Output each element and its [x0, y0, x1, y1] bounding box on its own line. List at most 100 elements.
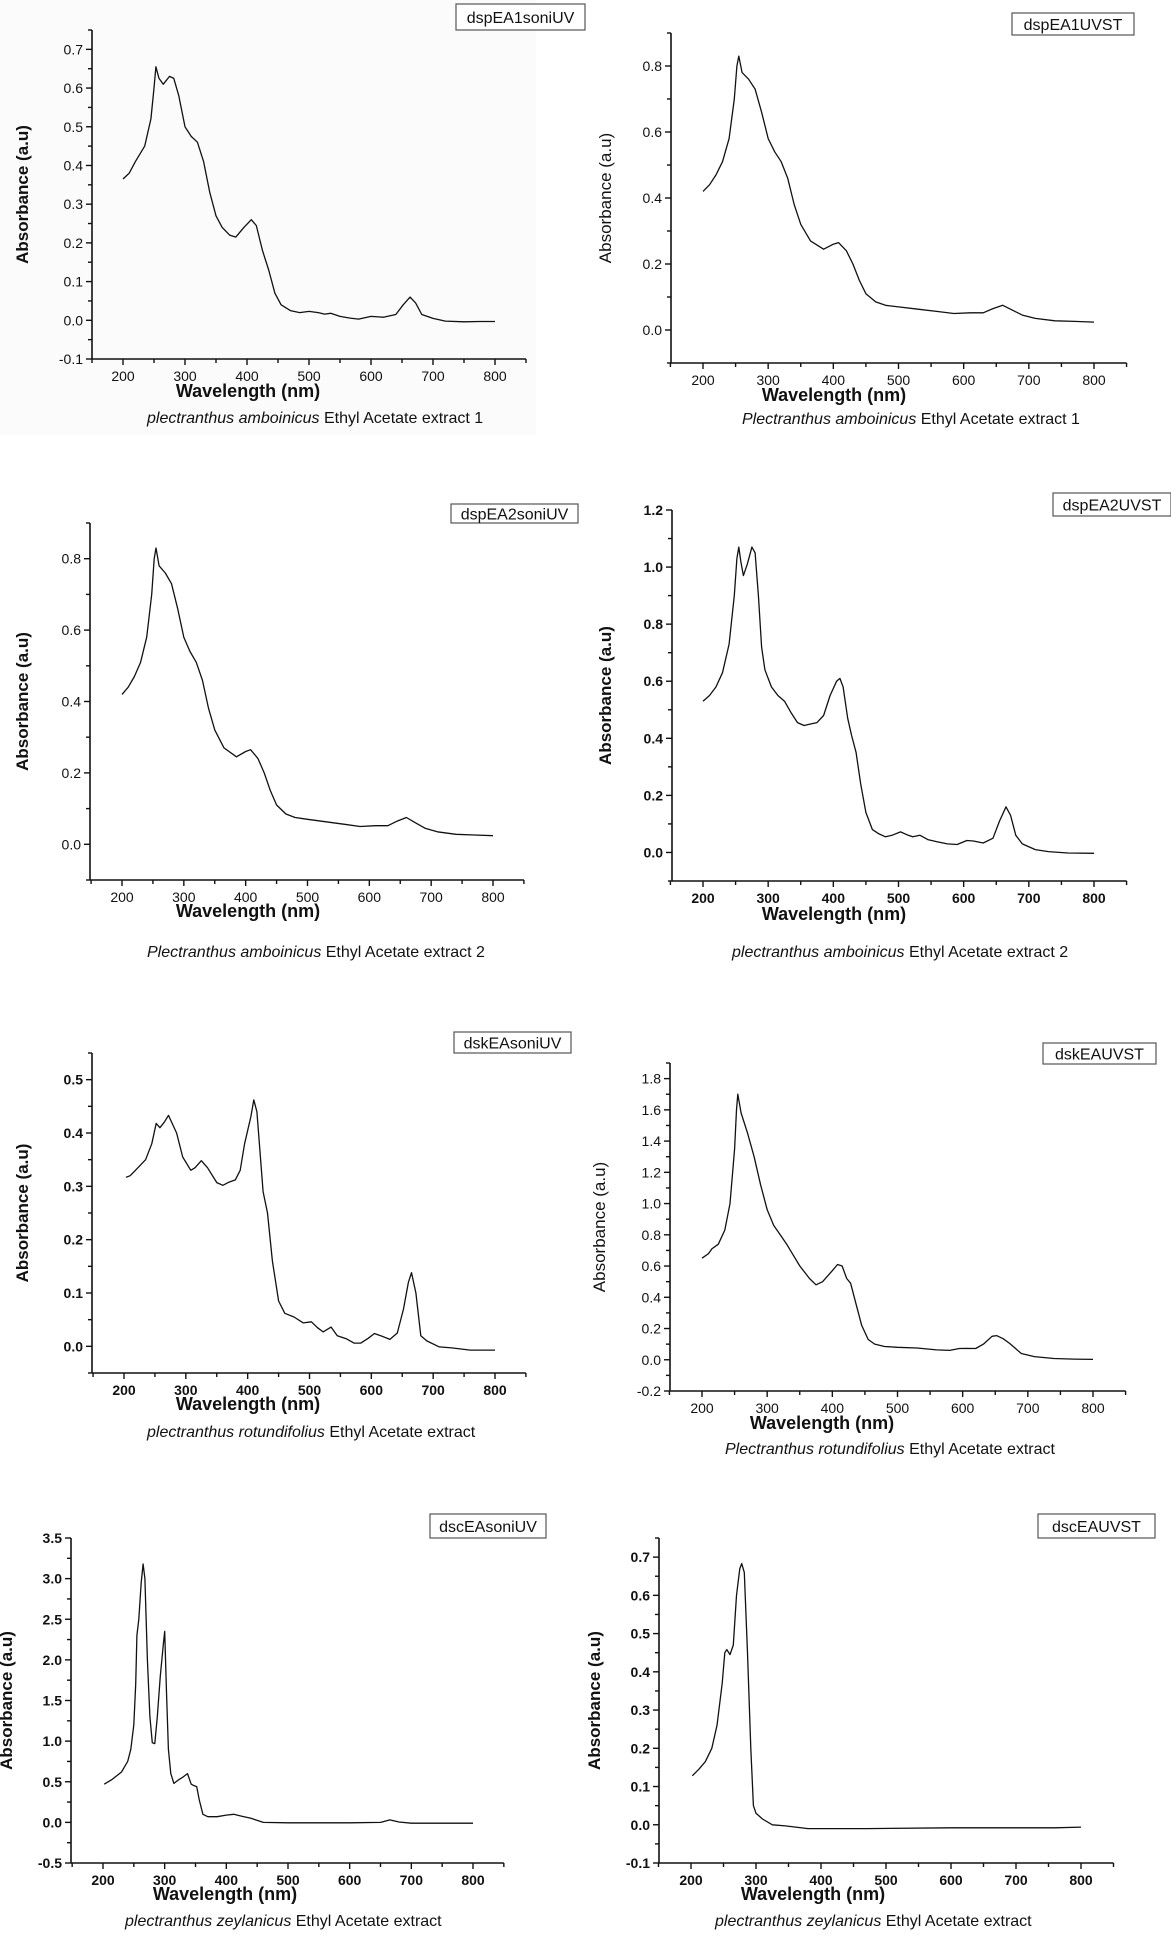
y-tick-label: 0.6	[643, 124, 663, 140]
spectrum-line-dskEAUVST	[701, 1093, 1094, 1361]
chart-panel-dscEAsoniUV: 200 300 400 500 600 700 800 -0.5 0.0 0.5 1.0 1.5 2.0…	[0, 1513, 547, 1930]
x-tick-label: 500	[887, 372, 911, 388]
panel-caption: Plectranthus rotundifolius Ethyl Acetate…	[725, 1441, 1056, 1458]
x-tick-label: 800	[483, 368, 507, 384]
y-axis-label: Absorbance (a.u)	[585, 1631, 604, 1770]
sample-tag-label: dscEAsoniUV	[439, 1519, 537, 1536]
y-axis-label: Absorbance (a.u)	[0, 1631, 16, 1770]
x-tick-label: 800	[483, 1382, 507, 1398]
y-tick-label: 0.4	[631, 1664, 651, 1680]
panel-background	[0, 0, 536, 435]
y-tick-label: 0.4	[64, 157, 84, 173]
x-tick-label: 200	[111, 368, 135, 384]
x-tick-label: 800	[1082, 372, 1106, 388]
x-tick-label: 600	[360, 1382, 384, 1398]
y-tick-label: 0.5	[64, 1072, 84, 1088]
y-tick-label: 0.8	[62, 551, 82, 567]
chart-panel-dskEAUVST: 200 300 400 500 600 700 800 -0.2 0.0 0.2 0.4 0.6 0.8…	[590, 1042, 1157, 1458]
chart-panel-dspEA2soniUV: 200 300 400 500 600 700 800 0.0 0.2 0.4 0.6 0.8 Wave…	[13, 503, 579, 961]
y-tick-label: 0.2	[64, 1232, 84, 1248]
y-tick-label: 0.4	[62, 694, 82, 710]
x-tick-label: 400	[822, 890, 846, 906]
caption-extract: Ethyl Acetate extract 1	[916, 411, 1080, 428]
sample-tag-box	[429, 1513, 547, 1539]
spectrum-line-dscEAUVST	[691, 1562, 1082, 1830]
x-tick-label: 700	[1017, 372, 1041, 388]
chart-panel-dspEA2UVST: 200 300 400 500 600 700 800 0.0 0.2 0.4 0.6 0.8 1.0 1…	[596, 492, 1171, 961]
y-axis-label: Absorbance (a.u)	[590, 1162, 609, 1292]
x-tick-label: 300	[755, 1400, 779, 1416]
sample-tag-label: dspEA1UVST	[1024, 17, 1123, 34]
sample-tag-box	[1011, 12, 1135, 36]
y-axis-label: Absorbance (a.u)	[13, 1144, 32, 1283]
x-tick-label: 700	[1016, 1400, 1040, 1416]
sample-tag-label: dspEA1soniUV	[467, 10, 575, 27]
y-tick-label: 0.2	[642, 1321, 662, 1337]
y-tick-label: 1.8	[642, 1071, 662, 1087]
y-axis-label: Absorbance (a.u)	[13, 125, 32, 264]
x-tick-label: 700	[419, 889, 443, 905]
x-tick-label: 600	[952, 890, 976, 906]
y-tick-label: 0.5	[64, 119, 84, 135]
x-tick-label: 800	[461, 1872, 485, 1888]
x-tick-label: 300	[174, 1382, 198, 1398]
panel-caption: Plectranthus amboinicus Ethyl Acetate ex…	[147, 944, 485, 961]
sample-tag-label: dscEAUVST	[1052, 1519, 1141, 1536]
chart-panel-dspEA1soniUV: 200 300 400 500 600 700 800 -0.1 0.0 0.1 0.2 0.3 0.4…	[0, 0, 586, 435]
y-tick-label: 1.2	[642, 1164, 662, 1180]
y-tick-label: 0.0	[631, 1817, 651, 1833]
panel-caption: Plectranthus amboinicus Ethyl Acetate ex…	[742, 411, 1080, 428]
y-tick-label: 0.1	[64, 274, 84, 290]
x-tick-label: 700	[400, 1872, 424, 1888]
y-tick-label: 0.4	[643, 190, 663, 206]
y-tick-label: 0.3	[631, 1702, 651, 1718]
caption-species: plectranthus rotundifolius	[146, 1424, 325, 1441]
spectrum-line-dspEA1UVST	[702, 55, 1095, 323]
x-tick-label: 500	[297, 368, 321, 384]
x-tick-label: 600	[338, 1872, 362, 1888]
x-tick-label: 200	[112, 1382, 136, 1398]
caption-extract: Ethyl Acetate extract	[325, 1424, 476, 1441]
y-tick-label: 0.7	[64, 41, 84, 57]
y-tick-label: 0.2	[62, 765, 82, 781]
x-tick-label: 500	[298, 1382, 322, 1398]
x-tick-label: 700	[1017, 890, 1041, 906]
sample-tag-label: dspEA2UVST	[1063, 498, 1162, 515]
y-tick-label: 0.2	[644, 787, 664, 803]
x-axis-label: Wavelength (nm)	[762, 904, 906, 924]
caption-extract: Ethyl Acetate extract	[291, 1913, 442, 1930]
sample-tag-label: dskEAsoniUV	[464, 1036, 562, 1053]
x-tick-label: 800	[1082, 890, 1106, 906]
y-tick-label: 0.0	[643, 322, 663, 338]
x-tick-label: 400	[215, 1872, 239, 1888]
x-axis-label: Wavelength (nm)	[762, 385, 906, 405]
y-tick-label: -0.5	[38, 1855, 62, 1871]
y-axis-label: Absorbance (a.u)	[596, 133, 615, 263]
x-tick-label: 800	[481, 889, 505, 905]
x-tick-label: 300	[756, 890, 780, 906]
x-tick-label: 400	[234, 889, 258, 905]
x-tick-label: 600	[939, 1872, 963, 1888]
caption-species: plectranthus amboinicus	[731, 944, 905, 961]
x-tick-label: 400	[236, 1382, 260, 1398]
x-tick-label: 500	[886, 1400, 910, 1416]
x-tick-label: 800	[1069, 1872, 1093, 1888]
y-tick-label: 0.7	[631, 1549, 651, 1565]
x-tick-label: 200	[110, 889, 134, 905]
panel-caption: plectranthus zeylanicus Ethyl Acetate ex…	[124, 1913, 442, 1930]
y-tick-label: 0.8	[643, 58, 663, 74]
x-tick-label: 600	[358, 889, 382, 905]
y-tick-label: 0.8	[642, 1227, 662, 1243]
y-tick-label: -0.1	[59, 351, 83, 367]
y-tick-label: 0.6	[644, 673, 664, 689]
y-tick-label: 0.0	[642, 1352, 662, 1368]
y-tick-label: -0.1	[626, 1855, 650, 1871]
y-tick-label: 0.0	[62, 836, 82, 852]
x-tick-label: 200	[679, 1872, 703, 1888]
chart-panel-dskEAsoniUV: 200 300 400 500 600 700 800 0.0 0.1 0.2 0.3 0.4 0.5 W…	[13, 1031, 572, 1441]
y-tick-label: 1.5	[43, 1693, 63, 1709]
x-tick-label: 300	[153, 1872, 177, 1888]
y-tick-label: 0.6	[631, 1587, 651, 1603]
x-axis-label: Wavelength (nm)	[176, 901, 320, 921]
y-tick-label: 0.6	[642, 1258, 662, 1274]
